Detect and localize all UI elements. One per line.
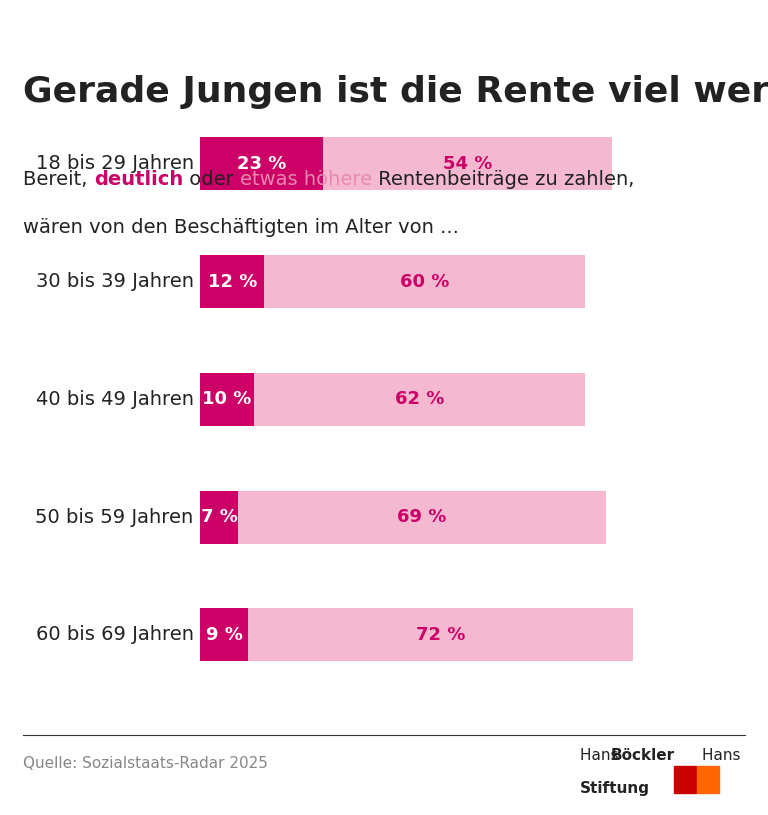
Bar (323, 138, 612, 191)
Text: Böckler: Böckler (611, 748, 674, 764)
Text: 50 bis 59 Jahren: 50 bis 59 Jahren (35, 508, 194, 526)
Bar (200, 255, 264, 308)
Text: 54 %: 54 % (443, 155, 492, 173)
Bar (674, 766, 696, 794)
Text: 62 %: 62 % (395, 390, 444, 408)
Bar (253, 372, 585, 425)
Text: 18 bis 29 Jahren: 18 bis 29 Jahren (35, 154, 194, 174)
Text: Gerade Jungen ist die Rente viel wert: Gerade Jungen ist die Rente viel wert (23, 75, 768, 109)
Text: 30 bis 39 Jahren: 30 bis 39 Jahren (35, 272, 194, 291)
Bar (264, 255, 585, 308)
Text: wären von den Beschäftigten im Alter von ...: wären von den Beschäftigten im Alter von… (23, 218, 459, 237)
Bar (200, 608, 248, 661)
Text: Bereit,: Bereit, (23, 170, 94, 188)
Bar (200, 372, 253, 425)
Text: Quelle: Sozialstaats-Radar 2025: Quelle: Sozialstaats-Radar 2025 (23, 756, 268, 771)
Text: 12 %: 12 % (207, 273, 257, 291)
Text: 69 %: 69 % (397, 508, 447, 526)
Text: 72 %: 72 % (416, 626, 465, 644)
Text: 7 %: 7 % (200, 508, 237, 526)
Text: 23 %: 23 % (237, 155, 286, 173)
Bar (200, 138, 323, 191)
Text: Hans: Hans (702, 748, 745, 764)
Bar (200, 491, 238, 544)
Text: Hans: Hans (580, 748, 623, 764)
Text: deutlich: deutlich (94, 170, 183, 188)
Bar (248, 608, 633, 661)
Text: Stiftung: Stiftung (580, 781, 650, 795)
Bar (238, 491, 607, 544)
Text: 40 bis 49 Jahren: 40 bis 49 Jahren (35, 390, 194, 409)
Text: 10 %: 10 % (203, 390, 252, 408)
Text: oder: oder (183, 170, 240, 188)
Text: 9 %: 9 % (206, 626, 243, 644)
Bar (697, 766, 719, 794)
Text: 60 bis 69 Jahren: 60 bis 69 Jahren (35, 625, 194, 645)
Text: etwas höhere: etwas höhere (240, 170, 372, 188)
Text: Rentenbeiträge zu zahlen,: Rentenbeiträge zu zahlen, (372, 170, 634, 188)
Text: 60 %: 60 % (400, 273, 449, 291)
